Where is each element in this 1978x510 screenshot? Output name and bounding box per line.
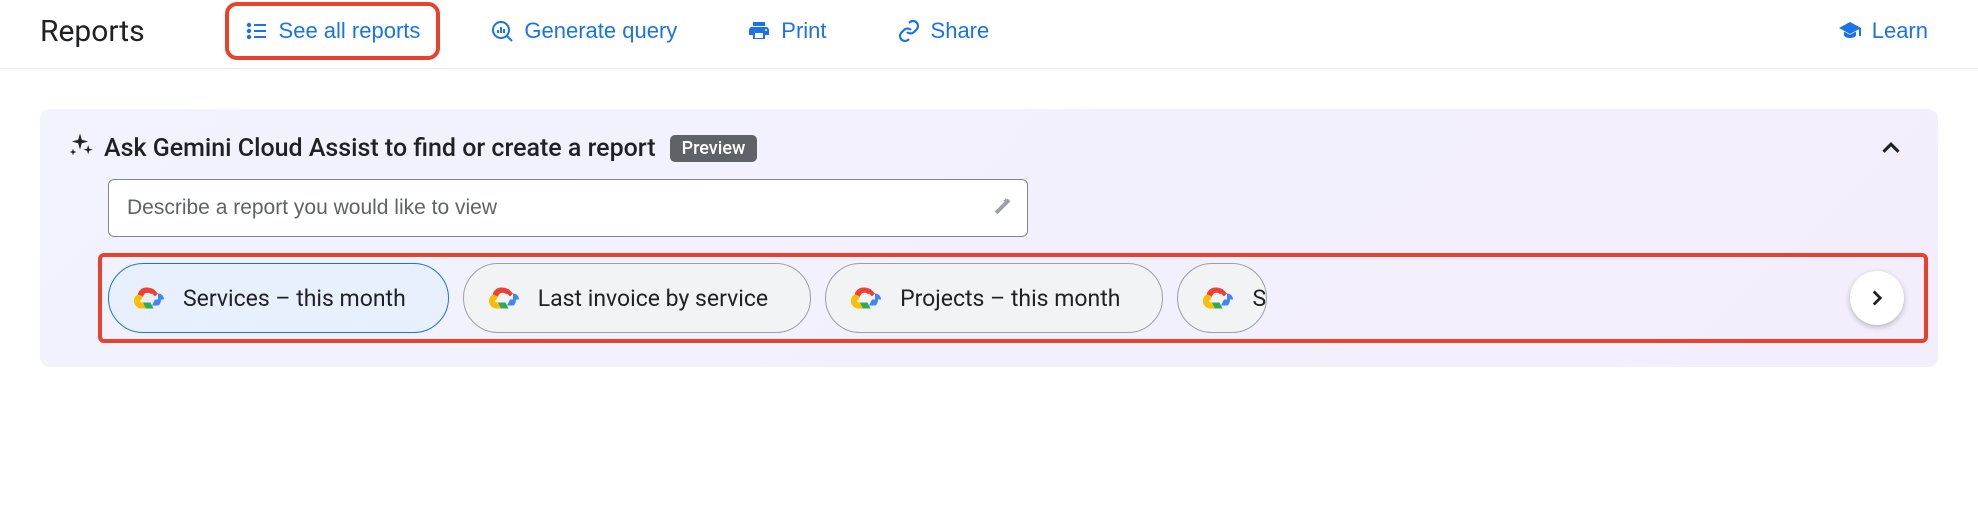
google-cloud-icon <box>848 283 884 313</box>
chip-label: Projects – this month <box>900 285 1120 312</box>
google-cloud-icon <box>131 283 167 313</box>
suggested-report-chip[interactable]: Projects – this month <box>825 263 1163 333</box>
generate-query-button[interactable]: Generate query <box>480 12 687 50</box>
suggested-report-chip[interactable]: Services – this month <box>108 263 449 333</box>
suggested-report-chip[interactable]: Last invoice by service <box>463 263 811 333</box>
panel-header: Ask Gemini Cloud Assist to find or creat… <box>60 133 1918 163</box>
gemini-assist-panel: Ask Gemini Cloud Assist to find or creat… <box>40 109 1938 367</box>
scroll-right-button[interactable] <box>1850 271 1904 325</box>
query-stats-icon <box>490 19 514 43</box>
collapse-button[interactable] <box>1876 133 1906 163</box>
share-button[interactable]: Share <box>887 12 1000 50</box>
list-icon <box>245 19 269 43</box>
panel-title: Ask Gemini Cloud Assist to find or creat… <box>104 134 656 163</box>
preview-badge: Preview <box>670 135 758 162</box>
chip-label: S <box>1252 285 1266 312</box>
report-description-input[interactable] <box>108 179 1028 237</box>
chip-label: Services – this month <box>183 285 406 312</box>
learn-label: Learn <box>1872 18 1928 44</box>
chevron-up-icon <box>1876 133 1906 163</box>
learn-button[interactable]: Learn <box>1828 12 1938 50</box>
chevron-right-icon <box>1864 285 1890 311</box>
google-cloud-icon <box>1200 283 1236 313</box>
print-label: Print <box>781 18 826 44</box>
chip-label: Last invoice by service <box>538 285 768 312</box>
sparkle-icon <box>66 131 94 163</box>
share-label: Share <box>931 18 990 44</box>
reports-toolbar: Reports See all reports Generate q <box>0 0 1978 69</box>
see-all-reports-button[interactable]: See all reports <box>235 12 431 50</box>
print-icon <box>747 19 771 43</box>
suggested-reports-region: Services – this month Last invoice by se… <box>102 257 1924 339</box>
suggested-reports-row: Services – this month Last invoice by se… <box>108 263 1918 333</box>
suggested-report-chip[interactable]: S <box>1177 263 1267 333</box>
google-cloud-icon <box>486 283 522 313</box>
print-button[interactable]: Print <box>737 12 836 50</box>
graduation-cap-icon <box>1838 19 1862 43</box>
generate-query-label: Generate query <box>524 18 677 44</box>
magic-wand-icon[interactable] <box>992 195 1014 221</box>
page-title: Reports <box>40 14 145 49</box>
report-input-row <box>108 179 1028 237</box>
link-icon <box>897 19 921 43</box>
see-all-reports-label: See all reports <box>279 18 421 44</box>
